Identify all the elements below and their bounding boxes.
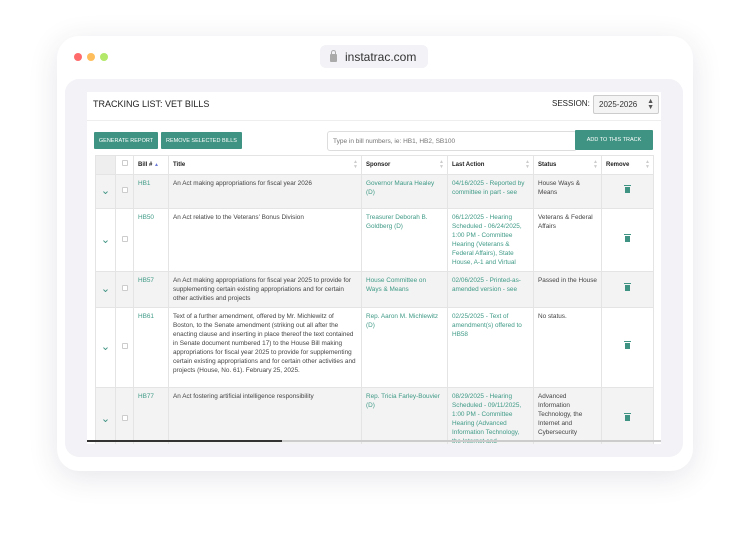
bill-status: Veterans & Federal Affairs bbox=[533, 208, 602, 272]
row-checkbox[interactable] bbox=[121, 235, 128, 242]
header-label: Title bbox=[173, 161, 186, 168]
browser-window: instatrac.com TRACKING LIST: VET BILLS S… bbox=[57, 36, 693, 471]
table-row: ⌄ HB50 An Act relative to the Veterans' … bbox=[95, 208, 654, 272]
select-all-header bbox=[115, 155, 134, 175]
trash-icon[interactable] bbox=[624, 341, 631, 349]
header-label: Bill # bbox=[138, 161, 153, 168]
row-checkbox[interactable] bbox=[121, 343, 128, 349]
row-checkbox[interactable] bbox=[121, 187, 128, 193]
last-action-link[interactable]: 04/16/2025 - Reported by committee in pa… bbox=[447, 174, 534, 209]
row-select-cell bbox=[115, 307, 134, 388]
bill-title: Text of a further amendment, offered by … bbox=[168, 307, 362, 388]
sort-icon: ▲ ▼ bbox=[593, 159, 598, 170]
remove-selected-bills-button[interactable]: REMOVE SELECTED BILLS bbox=[161, 132, 242, 149]
maximize-dot-icon[interactable] bbox=[100, 53, 108, 61]
sort-icon: ▲ ▼ bbox=[525, 159, 530, 170]
remove-cell bbox=[601, 387, 654, 444]
bill-number-link[interactable]: HB50 bbox=[133, 208, 169, 272]
remove-cell bbox=[601, 174, 654, 209]
page-title: TRACKING LIST: VET BILLS bbox=[93, 99, 210, 109]
row-checkbox[interactable] bbox=[121, 285, 128, 291]
column-header-sponsor[interactable]: Sponsor ▲ ▼ bbox=[361, 155, 448, 175]
divider bbox=[87, 120, 661, 121]
bill-status: House Ways & Means bbox=[533, 174, 602, 209]
bill-numbers-input[interactable] bbox=[327, 131, 577, 151]
column-header-remove[interactable]: Remove ▲ ▼ bbox=[601, 155, 654, 175]
expand-row-chevron-icon[interactable]: ⌄ bbox=[95, 307, 116, 388]
select-all-checkbox[interactable] bbox=[121, 160, 128, 166]
bill-title: An Act making appropriations for fiscal … bbox=[168, 271, 362, 308]
trash-icon[interactable] bbox=[624, 283, 631, 291]
bill-status: No status. bbox=[533, 307, 602, 388]
expand-header bbox=[95, 155, 116, 175]
column-header-title[interactable]: Title ▲ ▼ bbox=[168, 155, 362, 175]
expand-row-chevron-icon[interactable]: ⌄ bbox=[95, 387, 116, 444]
horizontal-scrollbar[interactable] bbox=[87, 440, 661, 442]
row-select-cell bbox=[115, 387, 134, 444]
header-label: Sponsor bbox=[366, 161, 391, 168]
remove-cell bbox=[601, 307, 654, 388]
expand-row-chevron-icon[interactable]: ⌄ bbox=[95, 208, 116, 272]
trash-icon[interactable] bbox=[624, 233, 631, 242]
session-select[interactable]: 2025-2026 ▲ ▼ bbox=[593, 95, 659, 114]
session-label: SESSION: bbox=[552, 99, 590, 108]
column-header-bill[interactable]: Bill # ▲ bbox=[133, 155, 169, 175]
last-action-link[interactable]: 06/12/2025 - Hearing Scheduled - 06/24/2… bbox=[447, 208, 534, 272]
row-select-cell bbox=[115, 208, 134, 272]
row-select-cell bbox=[115, 271, 134, 308]
remove-cell bbox=[601, 208, 654, 272]
sponsor-link[interactable]: Governor Maura Healey (D) bbox=[361, 174, 448, 209]
bills-table: Bill # ▲ Title ▲ ▼ Sponsor ▲ ▼ Last Action ▲ ▼… bbox=[95, 155, 654, 444]
last-action-link[interactable]: 02/25/2025 - Text of amendment(s) offere… bbox=[447, 307, 534, 388]
sponsor-link[interactable]: Treasurer Deborah B. Goldberg (D) bbox=[361, 208, 448, 272]
add-to-track-button[interactable]: ADD TO THIS TRACK bbox=[575, 130, 653, 150]
tracking-page: TRACKING LIST: VET BILLS SESSION: 2025-2… bbox=[87, 92, 661, 444]
select-arrows-icon: ▲ ▼ bbox=[647, 98, 654, 111]
bill-number-link[interactable]: HB61 bbox=[133, 307, 169, 388]
bill-title: An Act making appropriations for fiscal … bbox=[168, 174, 362, 209]
bill-status: Passed in the House bbox=[533, 271, 602, 308]
close-dot-icon[interactable] bbox=[74, 53, 82, 61]
lock-icon bbox=[330, 50, 337, 62]
table-row: ⌄ HB77 An Act fostering artificial intel… bbox=[95, 387, 654, 444]
session-value: 2025-2026 bbox=[599, 100, 638, 109]
sort-icon: ▲ ▼ bbox=[353, 159, 358, 170]
bill-number-link[interactable]: HB57 bbox=[133, 271, 169, 308]
bill-number-link[interactable]: HB1 bbox=[133, 174, 169, 209]
trash-icon[interactable] bbox=[624, 185, 631, 193]
viewport: TRACKING LIST: VET BILLS SESSION: 2025-2… bbox=[65, 79, 683, 457]
bill-title: An Act relative to the Veterans' Bonus D… bbox=[168, 208, 362, 272]
sponsor-link[interactable]: House Committee on Ways & Means bbox=[361, 271, 448, 308]
expand-row-chevron-icon[interactable]: ⌄ bbox=[95, 174, 116, 209]
row-select-cell bbox=[115, 174, 134, 209]
column-header-status[interactable]: Status ▲ ▼ bbox=[533, 155, 602, 175]
last-action-link[interactable]: 08/29/2025 - Hearing Scheduled - 09/11/2… bbox=[447, 387, 534, 444]
generate-report-button[interactable]: GENERATE REPORT bbox=[94, 132, 158, 149]
sponsor-link[interactable]: Rep. Aaron M. Michlewitz (D) bbox=[361, 307, 448, 388]
table-row: ⌄ HB61 Text of a further amendment, offe… bbox=[95, 307, 654, 388]
minimize-dot-icon[interactable] bbox=[87, 53, 95, 61]
bill-status: Advanced Information Technology, the Int… bbox=[533, 387, 602, 444]
sort-icon: ▲ ▼ bbox=[439, 159, 444, 170]
sort-icon: ▲ ▼ bbox=[645, 159, 650, 170]
header-label: Status bbox=[538, 161, 557, 168]
sort-asc-icon: ▲ bbox=[154, 161, 159, 168]
trash-icon[interactable] bbox=[624, 412, 631, 421]
header-label: Last Action bbox=[452, 161, 485, 168]
remove-cell bbox=[601, 271, 654, 308]
last-action-link[interactable]: 02/06/2025 - Printed-as-amended version … bbox=[447, 271, 534, 308]
column-header-last-action[interactable]: Last Action ▲ ▼ bbox=[447, 155, 534, 175]
address-bar[interactable]: instatrac.com bbox=[320, 45, 428, 68]
bill-number-link[interactable]: HB77 bbox=[133, 387, 169, 444]
table-row: ⌄ HB57 An Act making appropriations for … bbox=[95, 271, 654, 308]
header-label: Remove bbox=[606, 161, 630, 168]
row-checkbox[interactable] bbox=[121, 414, 128, 421]
url-text: instatrac.com bbox=[345, 49, 417, 64]
sponsor-link[interactable]: Rep. Tricia Farley-Bouvier (D) bbox=[361, 387, 448, 444]
bill-title: An Act fostering artificial intelligence… bbox=[168, 387, 362, 444]
table-row: ⌄ HB1 An Act making appropriations for f… bbox=[95, 174, 654, 209]
expand-row-chevron-icon[interactable]: ⌄ bbox=[95, 271, 116, 308]
table-header: Bill # ▲ Title ▲ ▼ Sponsor ▲ ▼ Last Action ▲ ▼… bbox=[95, 155, 654, 175]
scrollbar-thumb[interactable] bbox=[87, 440, 282, 442]
